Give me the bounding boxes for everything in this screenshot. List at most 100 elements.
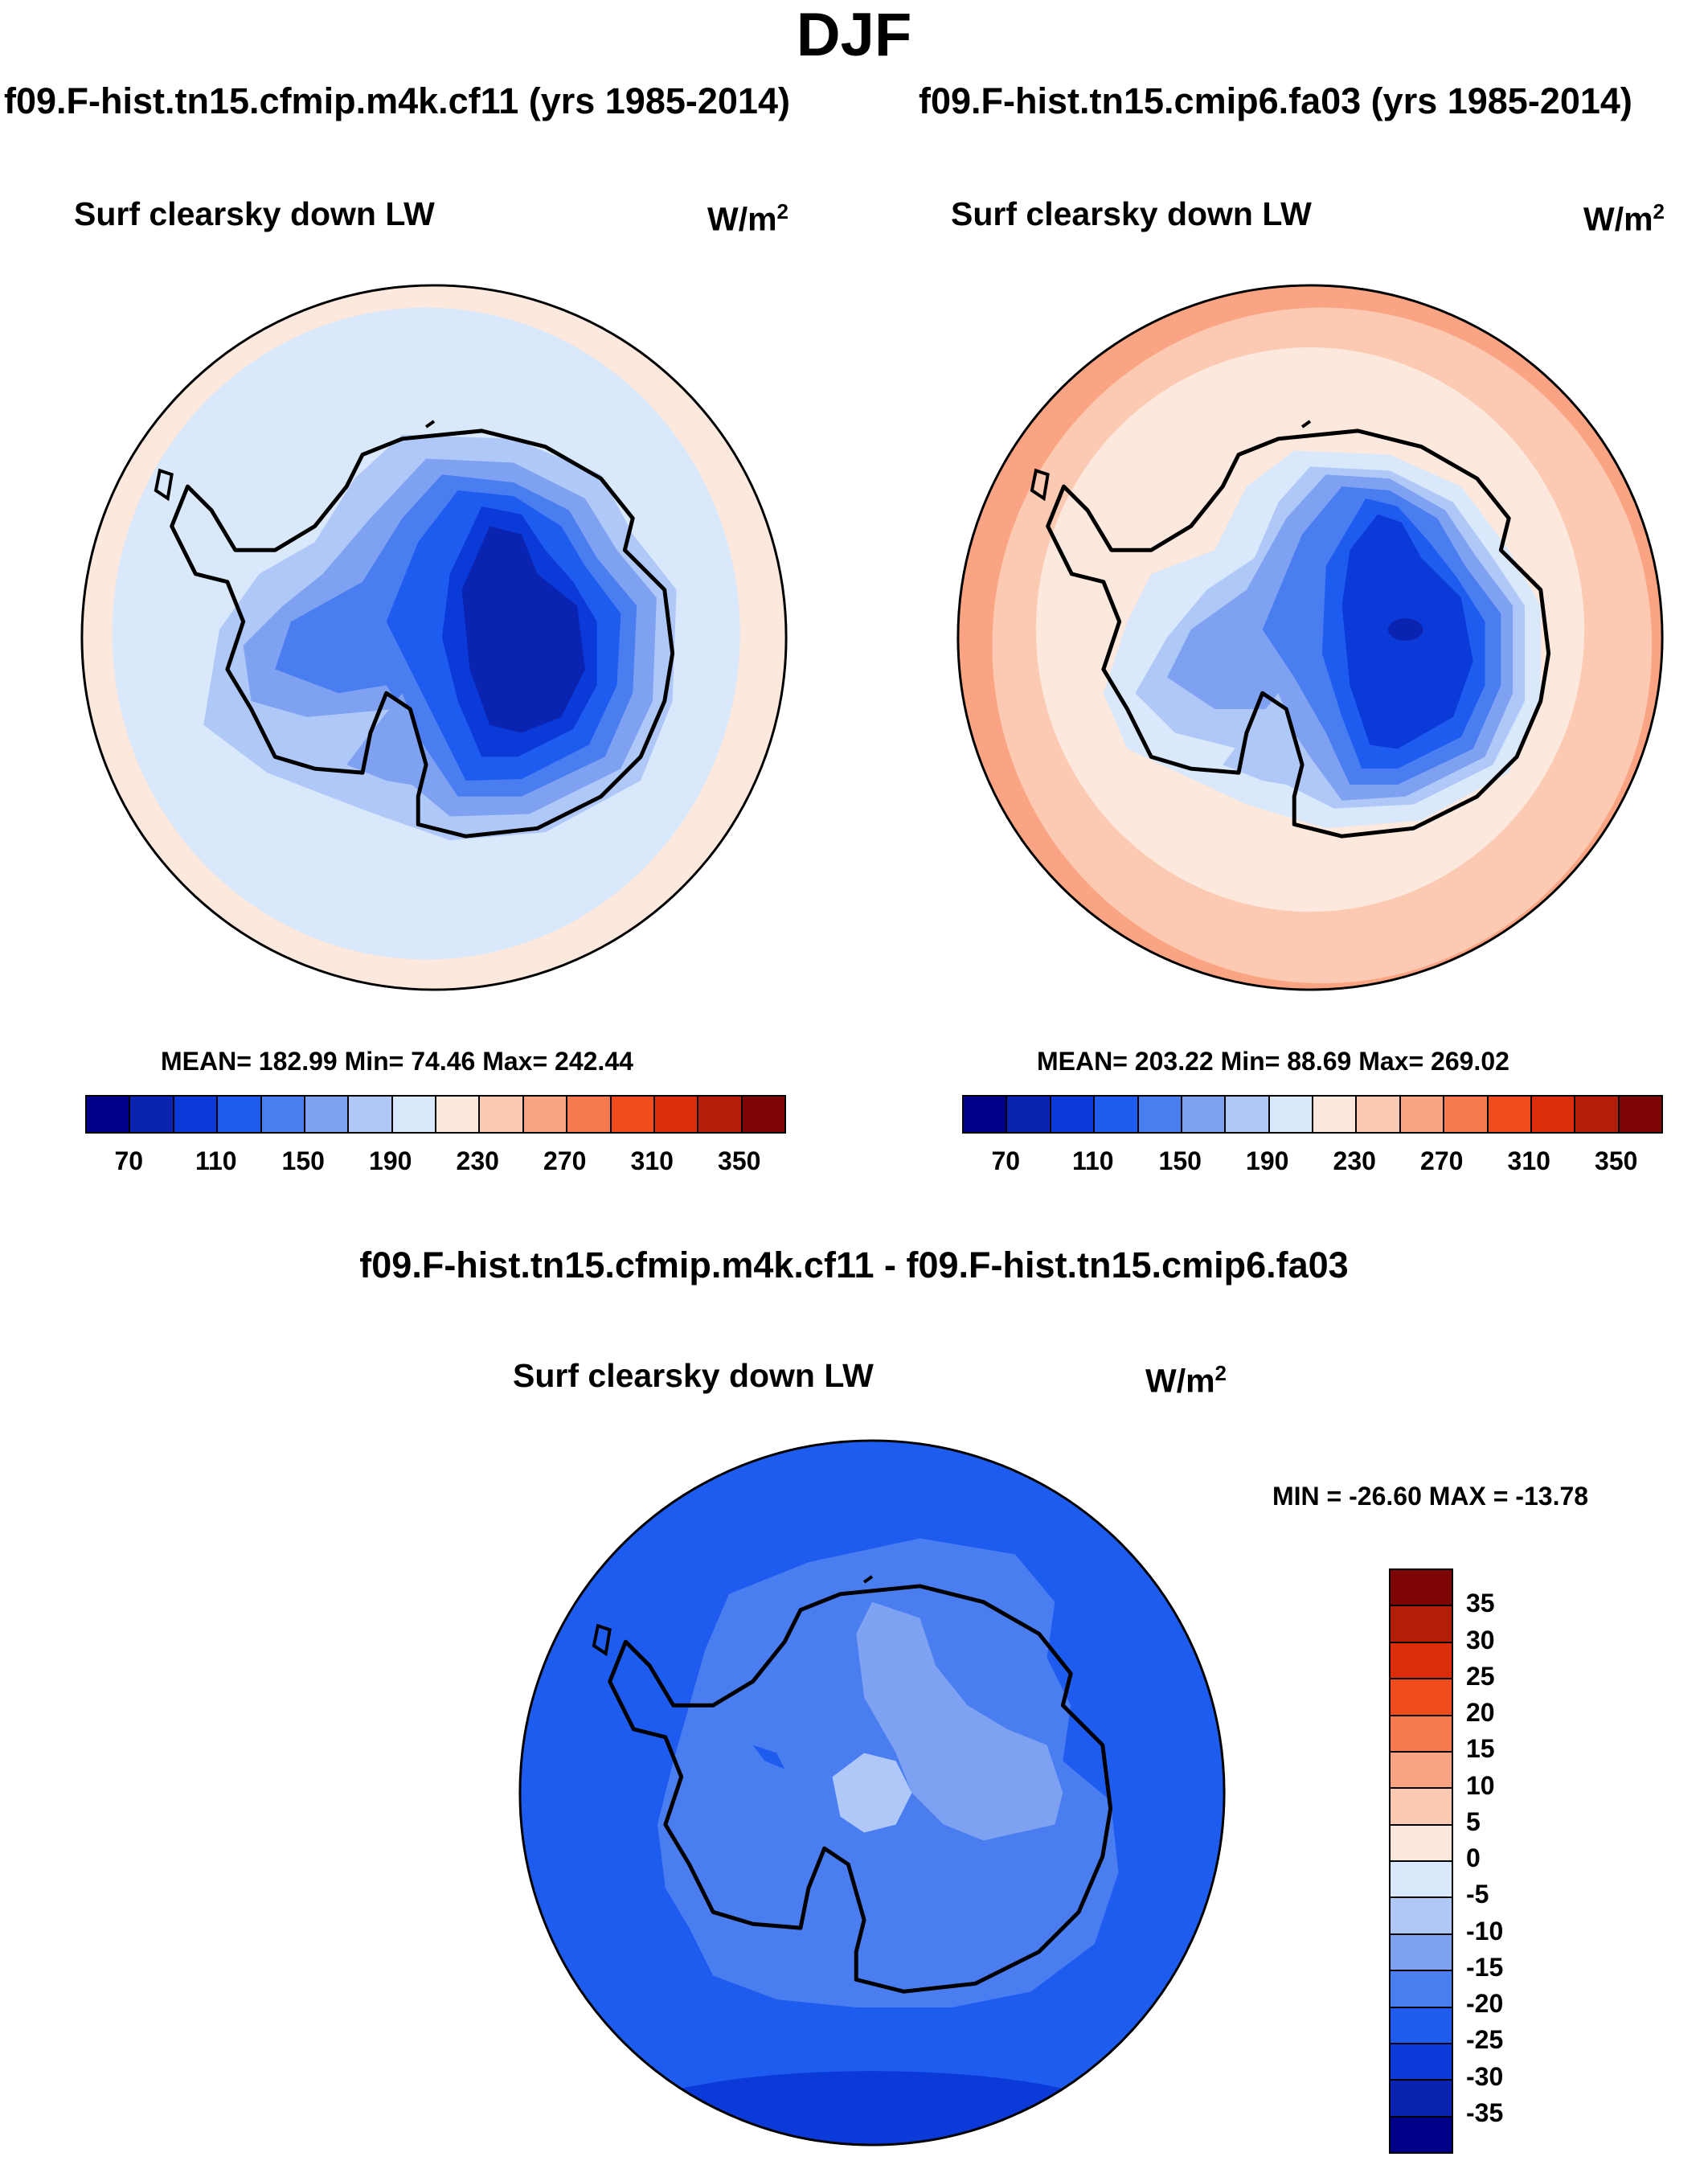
colorbar-swatch: [1391, 1642, 1452, 1680]
colorbar-swatch: [1391, 2044, 1452, 2081]
colorbar-swatch: [1619, 1097, 1661, 1132]
colorbar-swatch: [1391, 1679, 1452, 1716]
colorbar-swatch: [130, 1097, 174, 1132]
left-colorbar-ticks: 70 110 150 190 230 270 310 350: [85, 1146, 783, 1179]
colorbar-swatch: [1444, 1097, 1489, 1132]
colorbar-tick: 270: [543, 1146, 587, 1175]
colorbar-swatch: [1391, 1789, 1452, 1826]
left-units: W/m2: [707, 199, 789, 238]
colorbar-tick: -20: [1466, 1989, 1504, 2018]
colorbar-swatch: [436, 1097, 481, 1132]
colorbar-swatch: [1391, 2117, 1452, 2152]
colorbar-tick: 10: [1466, 1770, 1495, 1800]
colorbar-tick: 15: [1466, 1734, 1495, 1764]
right-units: W/m2: [1583, 199, 1665, 238]
colorbar-tick: 70: [991, 1146, 1021, 1175]
colorbar-tick: 310: [1507, 1146, 1550, 1175]
left-colorbar: [85, 1095, 786, 1134]
colorbar-tick: 270: [1420, 1146, 1464, 1175]
left-case-title: f09.F-hist.tn15.cfmip.m4k.cf11 (yrs 1985…: [4, 80, 790, 121]
colorbar-tick: 70: [114, 1146, 144, 1175]
colorbar-swatch: [305, 1097, 350, 1132]
colorbar-tick: -5: [1466, 1880, 1489, 1909]
colorbar-swatch: [480, 1097, 524, 1132]
figure-title: DJF: [796, 1, 912, 69]
right-polar-map: [956, 284, 1664, 991]
colorbar-swatch: [1357, 1097, 1401, 1132]
left-polar-map: [80, 284, 788, 991]
left-variable-title: Surf clearsky down LW: [74, 195, 435, 232]
colorbar-tick: 350: [718, 1146, 761, 1175]
colorbar-swatch: [1007, 1097, 1051, 1132]
colorbar-swatch: [87, 1097, 131, 1132]
colorbar-tick: 230: [1333, 1146, 1376, 1175]
colorbar-tick: 230: [456, 1146, 499, 1175]
colorbar-swatch: [1488, 1097, 1532, 1132]
colorbar-tick: 30: [1466, 1625, 1495, 1655]
right-case-title: f09.F-hist.tn15.cmip6.fa03 (yrs 1985-201…: [919, 80, 1632, 121]
colorbar-tick: 150: [281, 1146, 325, 1175]
colorbar-tick: 110: [195, 1146, 237, 1175]
colorbar-swatch: [1391, 1606, 1452, 1643]
colorbar-swatch: [567, 1097, 612, 1132]
right-colorbar-ticks: 70 110 150 190 230 270 310 350: [962, 1146, 1660, 1179]
left-stats: MEAN= 182.99 Min= 74.46 Max= 242.44: [161, 1047, 633, 1076]
colorbar-swatch: [1391, 1752, 1452, 1790]
colorbar-swatch: [1391, 2007, 1452, 2044]
colorbar-swatch: [1391, 1898, 1452, 1935]
diff-units: W/m2: [1145, 1361, 1227, 1400]
diff-stats: MIN = -26.60 MAX = -13.78: [1272, 1482, 1589, 1511]
colorbar-swatch: [611, 1097, 655, 1132]
colorbar-swatch: [1313, 1097, 1358, 1132]
colorbar-tick: -10: [1466, 1916, 1504, 1946]
colorbar-swatch: [698, 1097, 743, 1132]
diff-variable-title: Surf clearsky down LW: [513, 1357, 874, 1394]
colorbar-swatch: [1391, 2081, 1452, 2118]
colorbar-tick: -25: [1466, 2025, 1504, 2055]
diff-colorbar-ticks: 35 30 25 20 15 10 5 0 -5 -10 -15 -20 -25…: [1466, 1568, 1546, 2151]
colorbar-swatch: [1138, 1097, 1182, 1132]
colorbar-swatch: [523, 1097, 568, 1132]
colorbar-swatch: [1400, 1097, 1445, 1132]
colorbar-swatch: [1391, 1825, 1452, 1862]
colorbar-swatch: [1182, 1097, 1227, 1132]
colorbar-tick: 150: [1158, 1146, 1202, 1175]
colorbar-swatch: [218, 1097, 262, 1132]
colorbar-swatch: [261, 1097, 305, 1132]
colorbar-tick: 20: [1466, 1698, 1495, 1727]
right-variable-title: Surf clearsky down LW: [951, 195, 1312, 232]
diff-colorbar: [1389, 1568, 1453, 2154]
colorbar-tick: 25: [1466, 1661, 1495, 1691]
colorbar-tick: 350: [1595, 1146, 1638, 1175]
colorbar-swatch: [1391, 1716, 1452, 1753]
colorbar-swatch: [1269, 1097, 1313, 1132]
colorbar-swatch: [654, 1097, 699, 1132]
diff-title: f09.F-hist.tn15.cfmip.m4k.cf11 - f09.F-h…: [359, 1244, 1349, 1285]
right-stats: MEAN= 203.22 Min= 88.69 Max= 269.02: [1037, 1047, 1509, 1076]
colorbar-tick: 310: [630, 1146, 674, 1175]
colorbar-swatch: [1391, 1971, 1452, 2008]
colorbar-tick: -15: [1466, 1952, 1504, 1982]
diff-polar-map: [518, 1439, 1226, 2147]
colorbar-swatch: [1391, 1570, 1452, 1607]
colorbar-swatch: [1575, 1097, 1620, 1132]
colorbar-swatch: [1531, 1097, 1576, 1132]
colorbar-tick: 190: [369, 1146, 412, 1175]
right-colorbar: [962, 1095, 1663, 1134]
colorbar-tick: 0: [1466, 1843, 1481, 1872]
colorbar-swatch: [349, 1097, 393, 1132]
colorbar-swatch: [392, 1097, 436, 1132]
colorbar-swatch: [1095, 1097, 1139, 1132]
colorbar-tick: -35: [1466, 2097, 1504, 2127]
colorbar-swatch: [1051, 1097, 1096, 1132]
colorbar-tick: 35: [1466, 1589, 1495, 1618]
colorbar-tick: -30: [1466, 2061, 1504, 2091]
colorbar-swatch: [742, 1097, 784, 1132]
colorbar-swatch: [1226, 1097, 1270, 1132]
colorbar-tick: 5: [1466, 1806, 1481, 1836]
colorbar-swatch: [174, 1097, 219, 1132]
colorbar-tick: 190: [1246, 1146, 1289, 1175]
colorbar-swatch: [1391, 1862, 1452, 1899]
colorbar-tick: 110: [1071, 1146, 1114, 1175]
colorbar-swatch: [964, 1097, 1008, 1132]
